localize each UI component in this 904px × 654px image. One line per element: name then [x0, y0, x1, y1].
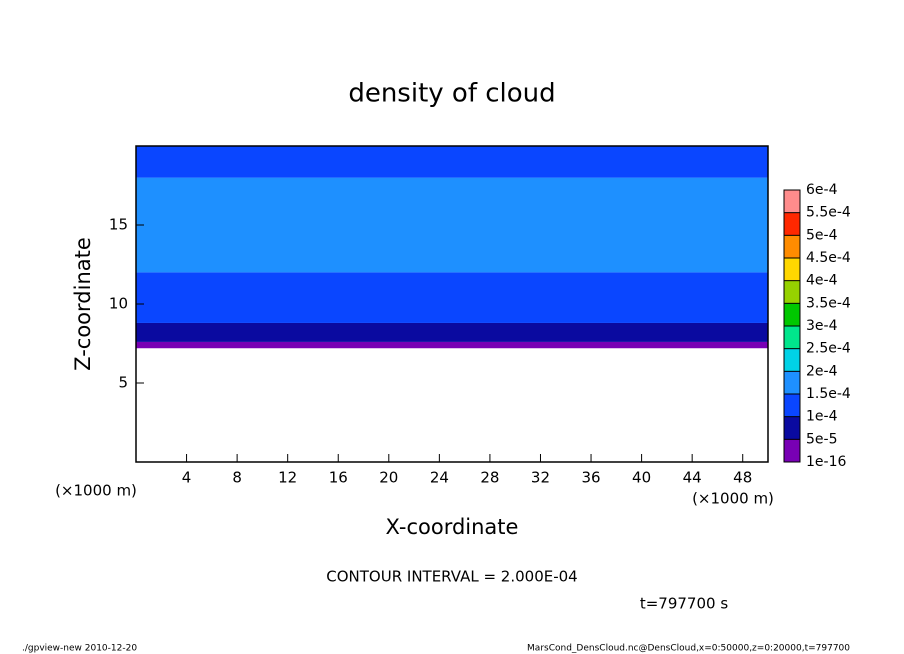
- x-tick-label: 44: [683, 469, 702, 487]
- y-unit: (×1000 m): [55, 482, 137, 500]
- colorbar-label: 1e-4: [806, 409, 838, 425]
- y-tick-label: 10: [109, 295, 128, 313]
- colorbar-band: [784, 394, 800, 417]
- colorbar-band: [784, 280, 800, 304]
- colorbar-band: [784, 235, 800, 258]
- colorbar-band: [784, 212, 800, 236]
- footer-left: ./gpview-new 2010-12-20: [22, 644, 137, 654]
- footer-right: MarsCond_DensCloud.nc@DensCloud,x=0:5000…: [527, 644, 850, 654]
- x-tick-label: 40: [632, 469, 651, 487]
- colorbar-label: 2e-4: [806, 363, 838, 379]
- y-tick-label: 15: [109, 216, 128, 234]
- contour-layer: [136, 272, 768, 323]
- colorbar-label: 2.5e-4: [806, 341, 851, 357]
- x-tick-label: 12: [278, 469, 297, 487]
- x-tick-label: 28: [480, 469, 499, 487]
- time-label: t=797700 s: [640, 595, 728, 613]
- y-axis-label: Z-coordinate: [71, 237, 95, 371]
- x-tick-label: 36: [581, 469, 600, 487]
- colorbar-band: [784, 303, 800, 326]
- colorbar-band: [784, 348, 800, 372]
- colorbar-band: [784, 190, 800, 213]
- colorbar-label: 5e-4: [806, 227, 838, 243]
- colorbar-label: 3.5e-4: [806, 295, 851, 311]
- colorbar-band: [784, 371, 800, 394]
- x-tick-label: 24: [430, 469, 449, 487]
- x-tick-label: 48: [733, 469, 752, 487]
- contour-layer: [136, 322, 768, 342]
- chart-title: density of cloud: [348, 79, 555, 109]
- colorbar-label: 4e-4: [806, 273, 838, 289]
- x-tick-label: 32: [531, 469, 550, 487]
- x-axis-label: X-coordinate: [386, 515, 519, 539]
- contour-layer: [136, 146, 768, 178]
- colorbar-label: 1e-16: [806, 454, 846, 470]
- colorbar-label: 1.5e-4: [806, 386, 851, 402]
- colorbar-label: 4.5e-4: [806, 250, 851, 266]
- colorbar-label: 5e-5: [806, 431, 837, 447]
- x-tick-label: 20: [379, 469, 398, 487]
- colorbar-band: [784, 326, 800, 349]
- x-tick-label: 4: [182, 469, 192, 487]
- x-unit: (×1000 m): [692, 490, 774, 508]
- colorbar-band: [784, 439, 800, 462]
- annotation: CONTOUR INTERVAL = 2.000E-04: [326, 568, 577, 586]
- contour-layer: [136, 177, 768, 273]
- y-tick-label: 5: [118, 374, 128, 392]
- x-tick-label: 8: [232, 469, 242, 487]
- colorbar-label: 3e-4: [806, 318, 838, 334]
- colorbar-band: [784, 416, 800, 440]
- colorbar-band: [784, 258, 800, 281]
- contour-layer: [136, 341, 768, 349]
- colorbar-label: 6e-4: [806, 182, 838, 198]
- x-tick-label: 16: [329, 469, 348, 487]
- colorbar-label: 5.5e-4: [806, 205, 851, 221]
